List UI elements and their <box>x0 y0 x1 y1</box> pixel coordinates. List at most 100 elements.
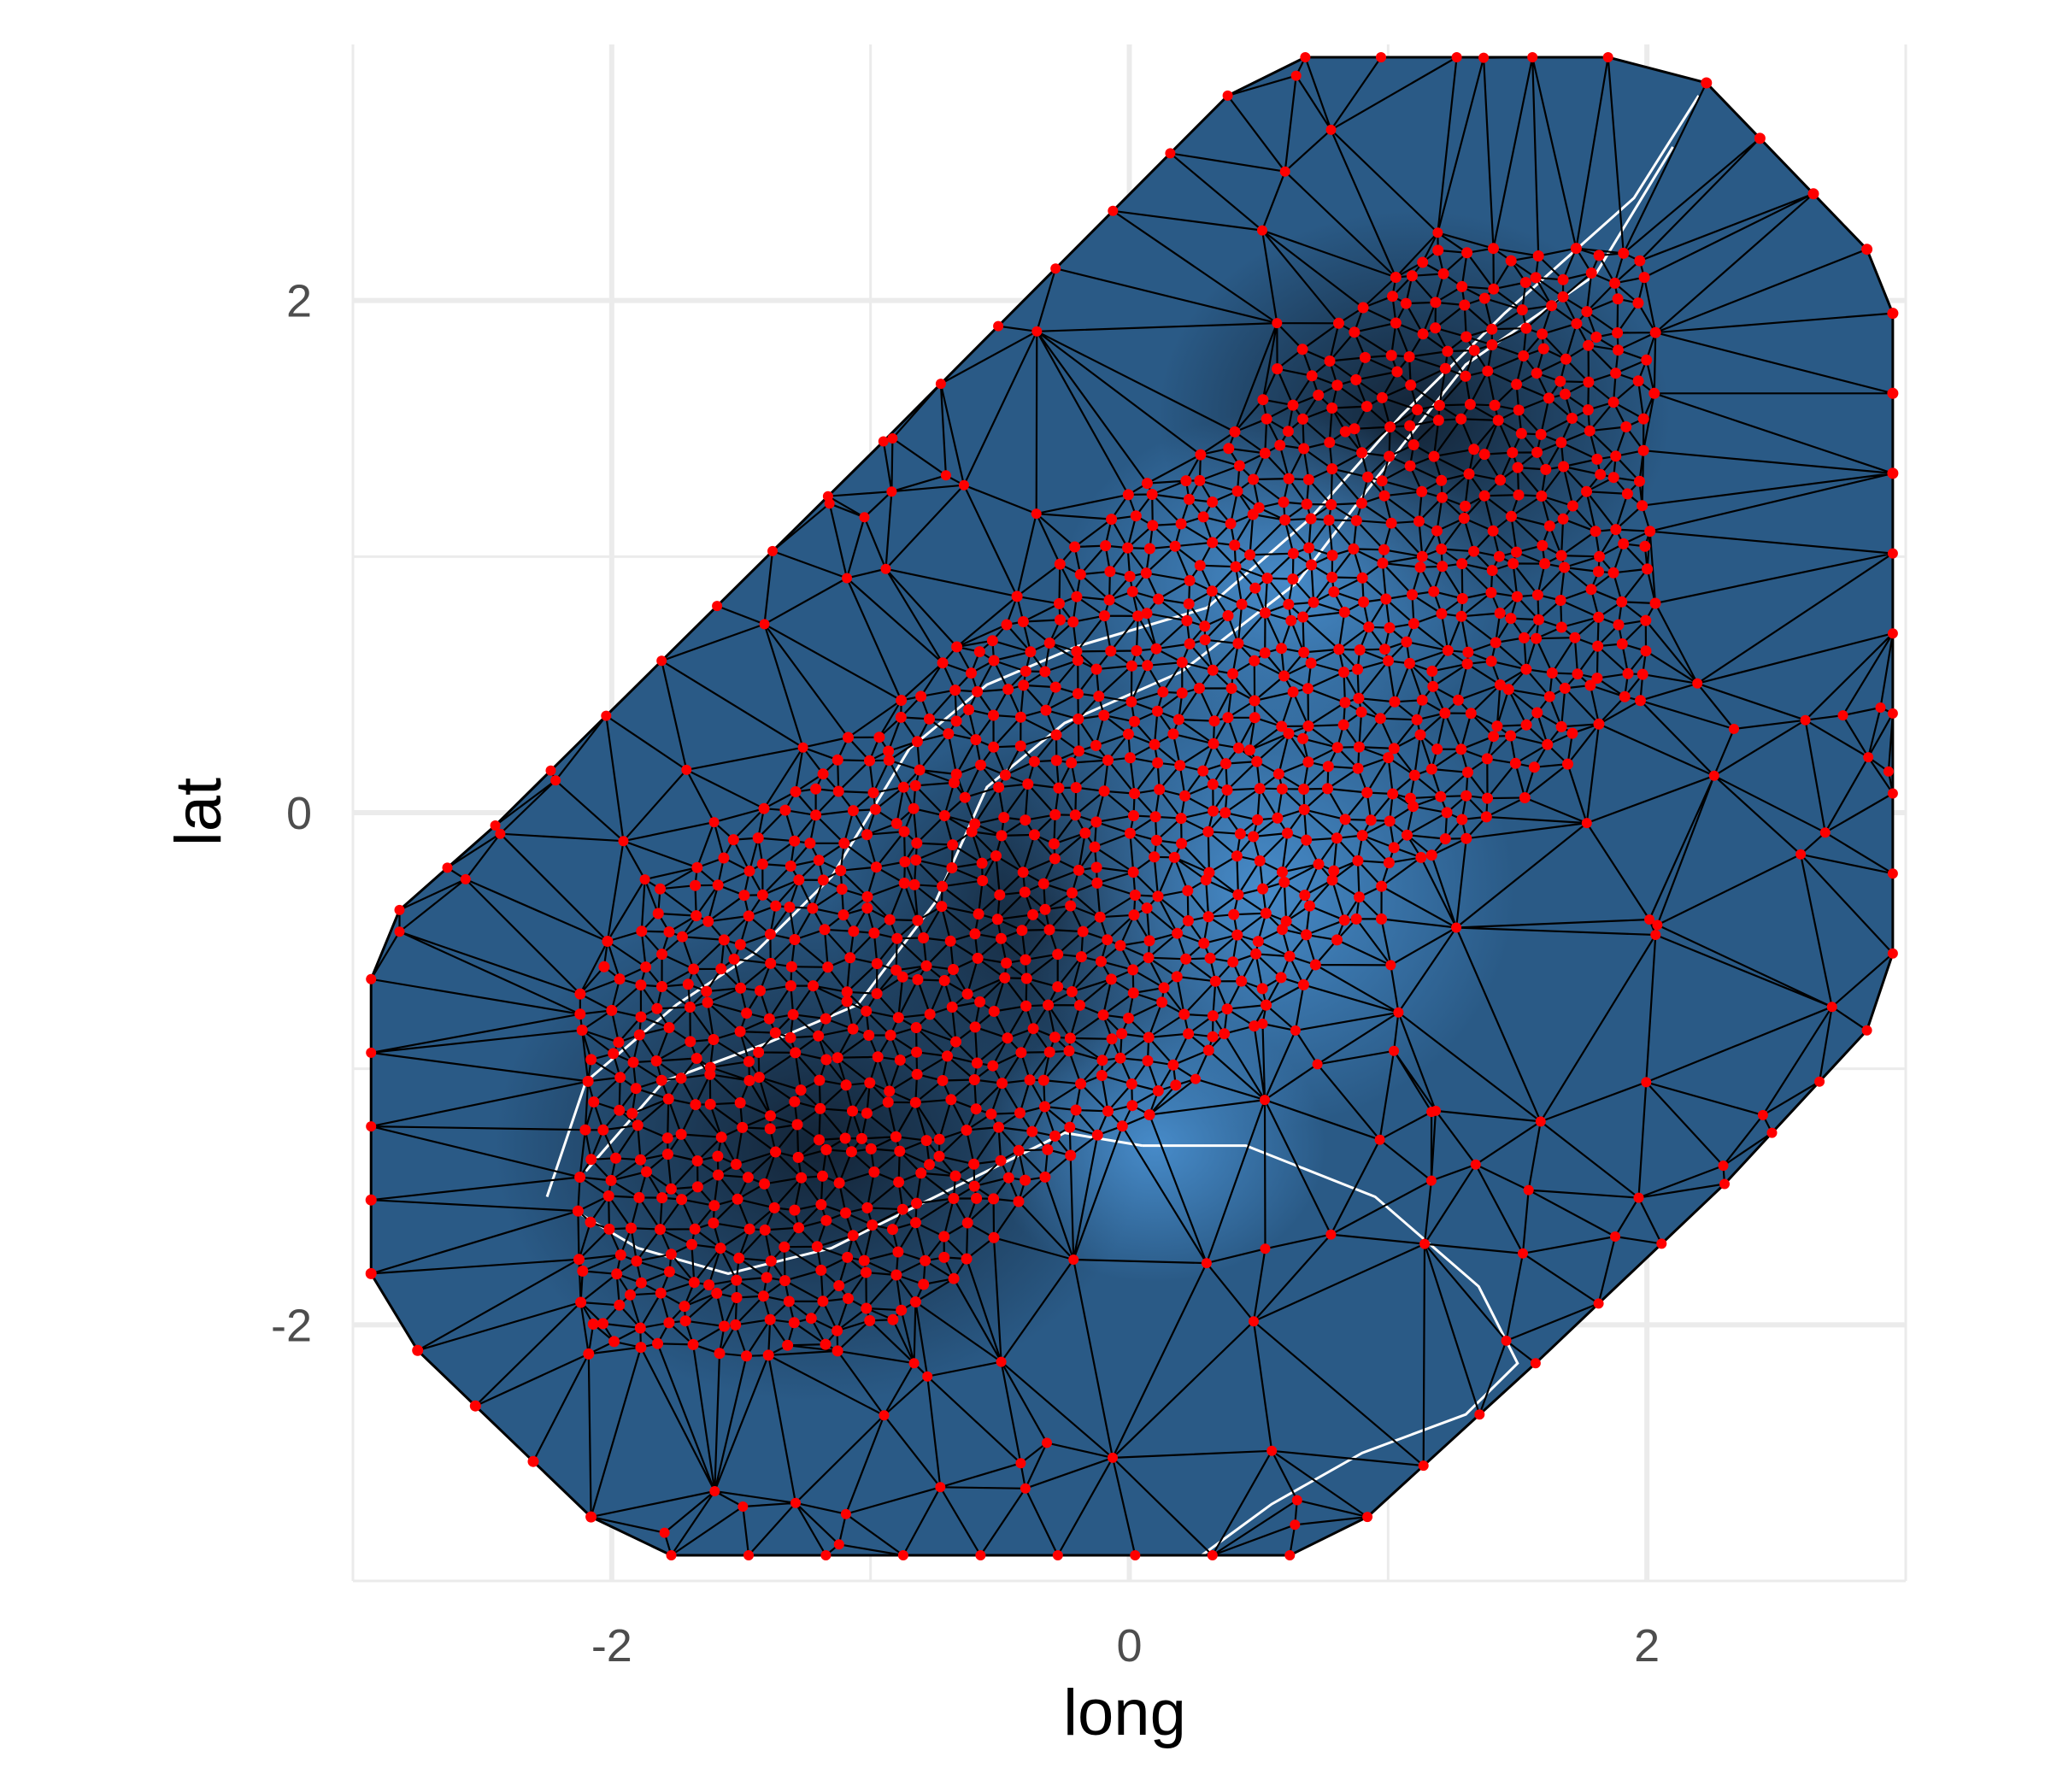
mesh-node <box>1331 832 1343 844</box>
mesh-node <box>824 498 835 509</box>
mesh-node <box>1482 365 1494 377</box>
mesh-node <box>1248 473 1260 485</box>
mesh-node <box>1201 1258 1212 1269</box>
mesh-node <box>820 1338 832 1350</box>
y-tick-label: 0 <box>286 788 312 839</box>
mesh-node <box>795 1084 807 1096</box>
mesh-node <box>961 1125 973 1136</box>
mesh-node <box>1887 628 1898 639</box>
mesh-node <box>1176 687 1188 699</box>
mesh-node <box>1128 810 1139 821</box>
mesh-node <box>704 1098 716 1110</box>
mesh-node <box>1054 597 1065 609</box>
mesh-node <box>1543 690 1555 702</box>
mesh-node <box>948 1272 960 1284</box>
mesh-node <box>1411 714 1423 726</box>
mesh-node <box>1701 77 1713 89</box>
mesh-node <box>779 804 791 816</box>
mesh-node <box>753 1046 765 1058</box>
mesh-node <box>1418 1460 1429 1472</box>
mesh-node <box>1287 686 1299 698</box>
mesh-node <box>1105 645 1117 657</box>
mesh-node <box>1180 475 1192 487</box>
mesh-node <box>1414 729 1426 741</box>
mesh-node <box>1208 805 1219 817</box>
mesh-node <box>1096 1070 1108 1081</box>
mesh-node <box>577 1265 589 1277</box>
mesh-node <box>1106 1033 1118 1045</box>
mesh-node <box>1481 753 1493 765</box>
mesh-node <box>1634 255 1646 267</box>
mesh-node <box>1152 757 1164 769</box>
mesh-node <box>690 1099 702 1111</box>
mesh-node <box>1640 645 1652 657</box>
mesh-node <box>1456 814 1468 825</box>
mesh-node <box>1168 851 1180 863</box>
mesh-node <box>1031 508 1042 520</box>
mesh-node <box>880 563 891 574</box>
mesh-node <box>969 928 981 940</box>
mesh-node <box>734 1025 746 1037</box>
mesh-node <box>635 979 647 991</box>
mesh-node <box>949 777 960 789</box>
mesh-node <box>977 875 989 886</box>
mesh-node <box>1401 636 1413 648</box>
mesh-node <box>1039 903 1051 915</box>
mesh-node <box>732 1193 743 1205</box>
mesh-node <box>663 1317 675 1329</box>
mesh-node <box>792 1151 804 1163</box>
mesh-node <box>1249 582 1261 594</box>
mesh-node <box>1638 272 1650 284</box>
mesh-node <box>1150 834 1162 846</box>
mesh-node <box>1451 922 1462 933</box>
mesh-node <box>1129 890 1141 901</box>
mesh-node <box>1001 619 1013 631</box>
mesh-node <box>833 1280 845 1291</box>
mesh-node <box>1129 788 1141 800</box>
mesh-node <box>817 768 829 780</box>
mesh-node <box>1096 1055 1108 1066</box>
mesh-node <box>614 1072 626 1084</box>
mesh-node <box>840 1079 852 1091</box>
mesh-node <box>1221 784 1233 796</box>
mesh-node <box>1069 541 1081 553</box>
mesh-node <box>1297 978 1309 990</box>
mesh-node <box>966 667 977 679</box>
mesh-node <box>820 1054 832 1066</box>
mesh-node <box>1649 326 1661 338</box>
mesh-node <box>1333 317 1344 329</box>
mesh-node <box>785 861 796 872</box>
mesh-node <box>920 1135 932 1147</box>
mesh-node <box>935 379 946 390</box>
mesh-node <box>691 910 702 922</box>
mesh-node <box>1637 413 1649 425</box>
mesh-node <box>1301 498 1313 510</box>
mesh-node <box>666 1550 677 1560</box>
mesh-node <box>1202 825 1214 837</box>
mesh-node <box>1795 849 1807 860</box>
mesh-node <box>1350 514 1362 526</box>
mesh-node <box>1043 999 1055 1011</box>
mesh-node <box>1049 853 1061 865</box>
mesh-node <box>1260 908 1272 920</box>
mesh-node <box>787 1008 799 1020</box>
mesh-node <box>1384 815 1396 827</box>
mesh-node <box>1621 488 1633 500</box>
mesh-node <box>1519 277 1531 288</box>
mesh-node <box>1123 1013 1135 1024</box>
mesh-node <box>1338 914 1350 926</box>
mesh-node <box>1507 447 1519 459</box>
mesh-node <box>1412 404 1423 415</box>
mesh-node <box>1143 1109 1155 1120</box>
x-tick-label: -2 <box>591 1620 632 1672</box>
mesh-node <box>820 1143 832 1155</box>
mesh-node <box>1350 913 1362 925</box>
mesh-node <box>663 1266 675 1278</box>
mesh-node <box>894 1055 906 1066</box>
mesh-node <box>1531 367 1543 379</box>
mesh-node <box>573 1254 585 1266</box>
mesh-node <box>1634 475 1645 487</box>
mesh-node <box>785 1031 796 1043</box>
mesh-node <box>574 988 586 1000</box>
mesh-node <box>789 934 801 945</box>
